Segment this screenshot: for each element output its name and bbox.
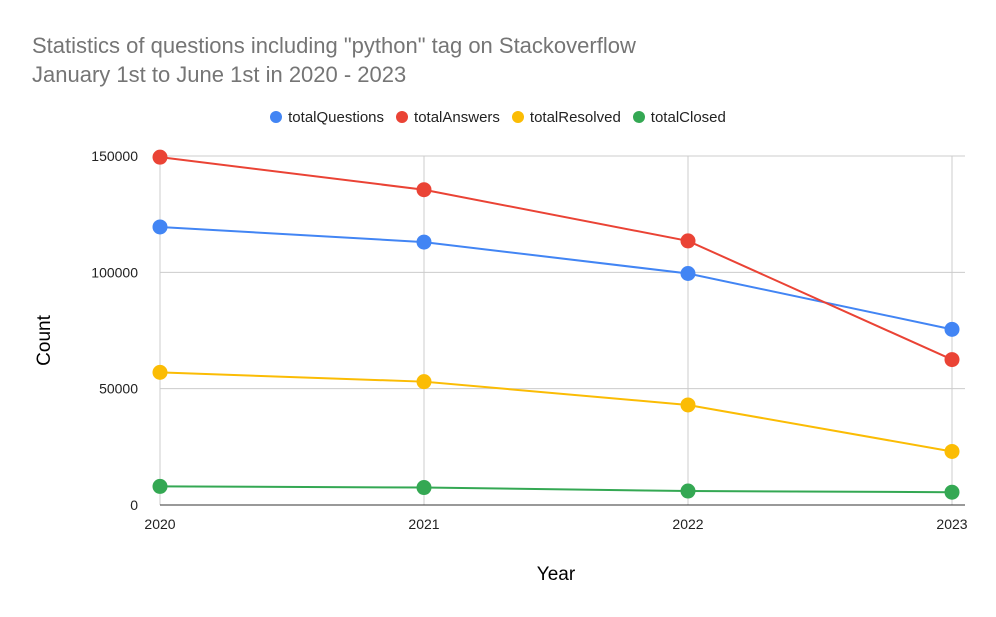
data-point-totalQuestions-2023: [944, 321, 960, 337]
series-line-totalAnswers: [159, 156, 953, 361]
legend-marker-totalQuestions: [270, 111, 283, 123]
series-line-totalQuestions: [159, 225, 953, 331]
y-axis-title: Count: [34, 314, 55, 365]
x-tick-label: 2020: [144, 516, 175, 532]
data-point-totalResolved-2021: [416, 374, 432, 390]
legend-item-totalResolved[interactable]: totalResolved: [511, 108, 621, 126]
data-point-totalResolved-2020: [152, 364, 168, 380]
series-line-totalResolved: [159, 371, 953, 453]
legend: totalQuestions totalAnswers totalResolve…: [0, 106, 996, 128]
series-line-totalClosed: [159, 485, 953, 494]
data-point-totalAnswers-2021: [416, 182, 432, 198]
y-tick-label: 150000: [91, 148, 138, 164]
legend-label-totalClosed: totalClosed: [650, 108, 726, 126]
chart-title-line-2: January 1st to June 1st in 2020 - 2023: [32, 62, 407, 87]
y-tick-label: 50000: [99, 381, 138, 397]
data-point-totalQuestions-2022: [680, 265, 696, 281]
legend-marker-totalClosed: [632, 111, 645, 123]
data-point-totalClosed-2020: [152, 478, 168, 494]
y-tick-label: 100000: [91, 264, 138, 280]
x-tick-label: 2021: [408, 516, 439, 532]
legend-label-totalAnswers: totalAnswers: [414, 108, 500, 126]
data-point-totalQuestions-2020: [152, 219, 168, 235]
data-point-totalResolved-2022: [680, 397, 696, 413]
legend-item-totalAnswers[interactable]: totalAnswers: [396, 109, 500, 126]
x-tick-label: 2023: [936, 516, 967, 532]
data-point-totalClosed-2023: [944, 484, 960, 500]
chart-title-line-1: Statistics of questions including "pytho…: [32, 33, 636, 58]
data-point-totalAnswers-2020: [152, 149, 168, 165]
x-tick-label: 2022: [672, 516, 703, 532]
data-point-totalAnswers-2023: [944, 352, 960, 368]
data-point-totalClosed-2021: [416, 480, 432, 496]
y-tick-label: 0: [130, 497, 138, 513]
data-point-totalResolved-2023: [944, 443, 960, 459]
legend-label-totalQuestions: totalQuestions: [288, 108, 385, 126]
legend-marker-totalResolved: [511, 111, 524, 123]
legend-item-totalQuestions[interactable]: totalQuestions: [270, 109, 384, 126]
data-point-totalQuestions-2021: [416, 234, 432, 250]
legend-label-totalResolved: totalResolved: [529, 108, 621, 126]
data-point-totalClosed-2022: [680, 483, 696, 499]
data-point-totalAnswers-2022: [680, 233, 696, 249]
legend-marker-totalAnswers: [396, 111, 409, 123]
legend-item-totalClosed[interactable]: totalClosed: [632, 108, 726, 126]
x-axis-title: Year: [537, 564, 576, 585]
